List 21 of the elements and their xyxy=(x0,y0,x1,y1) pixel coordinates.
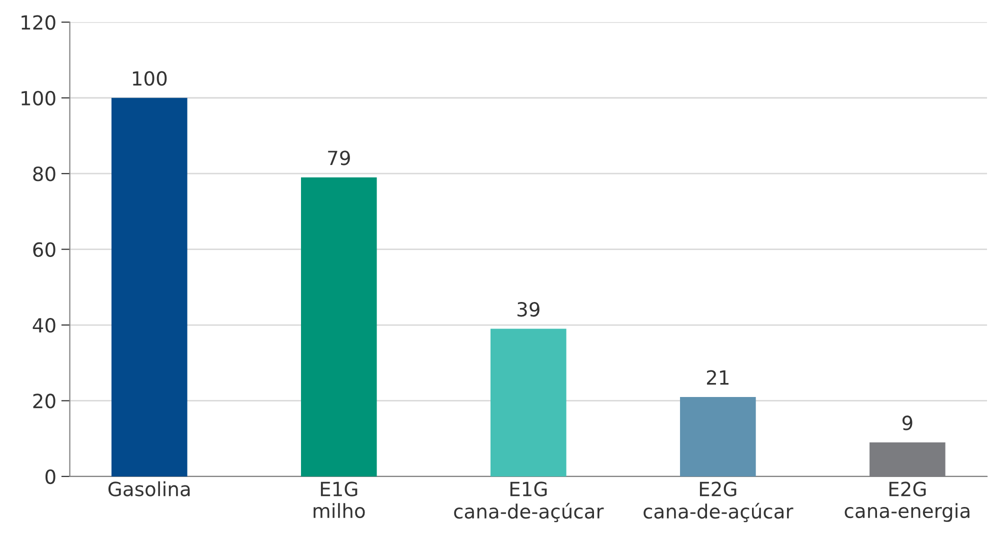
y-tick-label: 40 xyxy=(32,318,56,333)
y-tick-label: 120 xyxy=(22,15,56,30)
data-label: 79 xyxy=(328,150,350,166)
y-tick-label: 0 xyxy=(46,469,56,484)
y-tick-label: 20 xyxy=(33,394,56,408)
y-tick-label: 80 xyxy=(33,166,56,182)
x-tick-label: E1G cana-de-açúcar xyxy=(454,482,604,522)
x-tick-label: Gasolina xyxy=(108,481,190,496)
y-tick-label: 100 xyxy=(22,90,56,106)
x-tick-label: E1G milho xyxy=(314,482,365,518)
data-label: 100 xyxy=(132,71,167,86)
y-tick-label: 60 xyxy=(33,242,56,257)
bar xyxy=(300,177,377,476)
x-tick-label: E2G cana-energia xyxy=(844,482,970,522)
bar xyxy=(680,396,756,476)
data-label: 39 xyxy=(518,302,540,317)
bar xyxy=(490,328,566,476)
bar xyxy=(111,98,188,476)
data-label: 21 xyxy=(706,370,728,385)
x-tick-label: E2G cana-de-açúcar xyxy=(644,482,794,522)
data-label: 9 xyxy=(902,416,912,430)
